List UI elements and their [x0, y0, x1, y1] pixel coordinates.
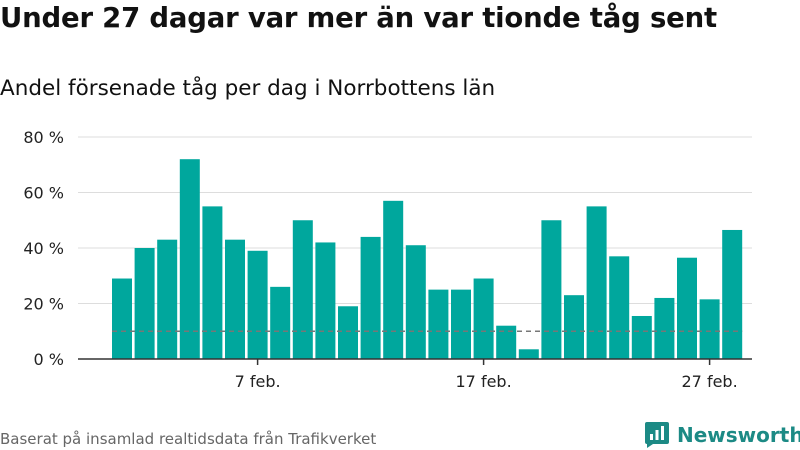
bar	[677, 257, 697, 359]
x-tick-label: 17 feb.	[456, 372, 512, 391]
bar	[405, 245, 426, 359]
chart-title: Under 27 dagar var mer än var tionde tåg…	[0, 2, 717, 34]
bar	[722, 229, 743, 359]
bar	[451, 289, 471, 360]
bar	[225, 239, 245, 359]
bar	[541, 220, 562, 359]
brand-name: Newsworthy	[677, 423, 800, 447]
y-tick-label: 0 %	[34, 350, 64, 369]
bar	[564, 295, 584, 359]
bar	[383, 200, 404, 359]
bar	[315, 242, 336, 359]
y-axis-tick-labels: 0 % 20 % 40 % 60 % 80 %	[23, 128, 64, 369]
bar	[179, 159, 200, 359]
bar	[496, 325, 517, 359]
bar	[338, 306, 358, 359]
bar	[609, 256, 630, 359]
bar	[631, 315, 652, 359]
y-tick-label: 20 %	[23, 295, 64, 314]
bar	[654, 297, 675, 359]
bar	[112, 278, 132, 359]
brand-logo: Newsworthy	[644, 421, 800, 449]
y-tick-label: 40 %	[23, 239, 64, 258]
bar	[360, 236, 381, 359]
bar	[292, 220, 313, 359]
bar	[157, 239, 178, 359]
x-axis-tick-labels: 7 feb. 17 feb. 27 feb.	[235, 359, 738, 391]
bar	[428, 289, 449, 360]
y-tick-label: 60 %	[23, 184, 64, 203]
bar	[699, 299, 720, 359]
x-tick-label: 7 feb.	[235, 372, 281, 391]
bar	[202, 206, 223, 360]
y-tick-label: 80 %	[23, 128, 64, 147]
newsworthy-logo-icon	[645, 422, 669, 448]
chart-subtitle: Andel försenade tåg per dag i Norrbotten…	[0, 76, 496, 101]
bar	[247, 250, 268, 359]
source-note: Baserat på insamlad realtidsdata från Tr…	[0, 430, 377, 448]
bars	[112, 159, 743, 360]
bar	[473, 278, 494, 359]
bar	[518, 349, 539, 359]
x-tick-label: 27 feb.	[682, 372, 738, 391]
bar	[586, 206, 607, 360]
bar	[270, 286, 291, 359]
bar	[134, 248, 155, 359]
